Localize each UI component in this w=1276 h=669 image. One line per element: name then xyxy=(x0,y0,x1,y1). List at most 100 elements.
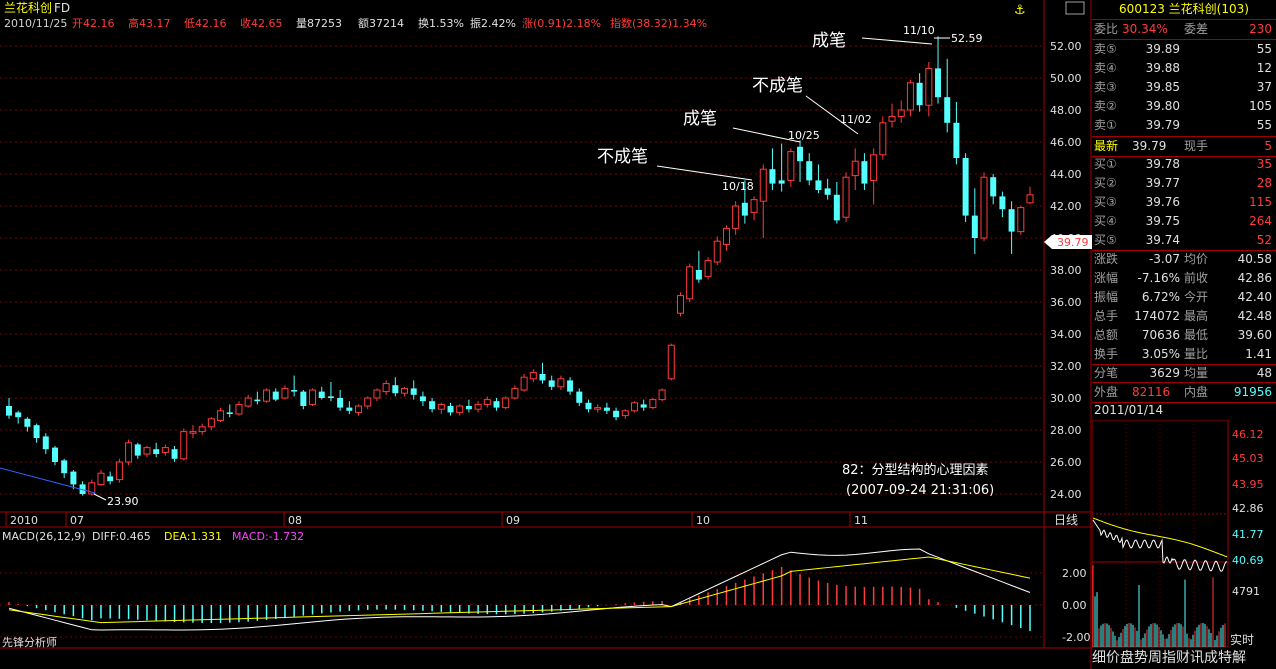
bid-row: 买① 39.78 35 xyxy=(1094,157,1272,171)
candle xyxy=(842,172,850,222)
high-marker: 52.59 xyxy=(951,32,983,45)
stat-row: 振幅 6.72% 今开 42.40 xyxy=(1094,290,1272,304)
window-toggle-icon[interactable] xyxy=(1065,1,1085,15)
candle xyxy=(870,148,878,205)
bid-row: 买③ 39.76 115 xyxy=(1094,195,1272,209)
candle xyxy=(79,481,86,496)
svg-text:开42.16: 开42.16 xyxy=(72,17,115,30)
candle xyxy=(125,439,133,466)
annotation-3: 成笔 xyxy=(683,109,717,129)
quote-panel: 600123 兰花科创(103) 委比 30.34% 委差 230 卖⑤ 39.8… xyxy=(1092,0,1276,669)
ask-row: 卖① 39.79 55 xyxy=(1094,118,1272,132)
candle xyxy=(143,446,151,458)
candle xyxy=(971,188,978,254)
date-label-1018: 10/18 xyxy=(722,180,754,193)
macd-tick: -2.00 xyxy=(1062,631,1090,644)
candle xyxy=(337,390,344,411)
candle xyxy=(630,401,638,413)
svg-text:换1.53%: 换1.53% xyxy=(418,16,464,30)
candle xyxy=(695,250,702,283)
price-tick: 30.00 xyxy=(1050,392,1082,405)
intraday-chart[interactable]: 46.12 45.03 43.95 42.86 41.77 40.69 4791 实时 xyxy=(1092,420,1276,648)
intraday-tick: 40.69 xyxy=(1232,554,1264,567)
ohlc-header: 2010/11/25 开42.16 高43.17 低42.16 收42.65 量… xyxy=(4,16,707,30)
price-grid xyxy=(0,45,1044,495)
candle xyxy=(613,407,620,421)
realtime-label[interactable]: 实时 xyxy=(1230,632,1254,647)
date-label-1025: 10/25 xyxy=(788,129,820,142)
candle xyxy=(732,201,740,235)
candle xyxy=(557,375,565,390)
svg-text:收42.65: 收42.65 xyxy=(240,16,283,30)
candle xyxy=(207,417,215,430)
stat-row: 涨幅 -7.16% 前收 42.86 xyxy=(1094,271,1272,285)
stock-code-title: 600123 兰花科创(103) xyxy=(1119,2,1249,16)
candle xyxy=(603,402,610,414)
svg-text:MACD(26,12,9): MACD(26,12,9) xyxy=(2,530,86,543)
period-label[interactable]: 日线 xyxy=(1054,513,1078,527)
candle xyxy=(346,401,353,414)
annotation-1: 成笔 xyxy=(812,31,846,51)
candle xyxy=(447,402,454,416)
stroke-annotations: 成笔 不成笔 成笔 不成笔 10/18 10/25 11/02 11/10 52… xyxy=(93,24,994,508)
candle xyxy=(355,404,363,416)
ask-row: 卖③ 39.85 37 xyxy=(1094,80,1272,94)
intraday-tick: 45.03 xyxy=(1232,452,1264,465)
bottom-menu[interactable]: 细价盘势周指财讯成特解 xyxy=(1092,648,1276,669)
candle xyxy=(410,380,417,400)
candle xyxy=(235,401,243,416)
svg-text:高43.17: 高43.17 xyxy=(128,16,171,30)
candle xyxy=(888,103,896,128)
candle xyxy=(161,444,169,456)
time-tick: 09 xyxy=(506,514,520,527)
annotation-2: 不成笔 xyxy=(752,76,803,96)
candle xyxy=(567,377,574,395)
candle xyxy=(483,396,491,408)
bottom-menu-items[interactable]: 细价盘势周指财讯成特解 xyxy=(1092,650,1246,666)
candle xyxy=(456,404,464,416)
price-tick: 52.00 xyxy=(1050,40,1082,53)
candle xyxy=(520,374,528,392)
price-tick: 44.00 xyxy=(1050,168,1082,181)
stat-row: 分笔 3629 均量 48 xyxy=(1094,366,1272,380)
kline-chart[interactable]: 52.0050.0048.0046.0044.0042.0040.0038.00… xyxy=(0,0,1092,669)
candle xyxy=(962,153,969,222)
anchor-icon[interactable]: ⚓ xyxy=(1014,3,1026,18)
intraday-axis: 46.12 45.03 43.95 42.86 41.77 40.69 xyxy=(1232,428,1264,567)
candle xyxy=(70,470,77,490)
candle xyxy=(474,401,482,413)
candle xyxy=(511,385,519,400)
candle xyxy=(134,442,141,459)
candle xyxy=(254,391,261,405)
trend-line xyxy=(0,467,96,494)
stock-suffix: FD xyxy=(54,1,70,15)
candle xyxy=(594,404,602,413)
stat-row: 总手 174072 最高 42.48 xyxy=(1094,309,1272,323)
candle xyxy=(999,191,1006,218)
candle xyxy=(658,388,666,402)
price-tick: 26.00 xyxy=(1050,456,1082,469)
candle xyxy=(180,428,188,461)
candle xyxy=(51,446,58,466)
candle xyxy=(935,36,942,104)
candle xyxy=(980,172,988,242)
caption-date: (2007-09-24 21:31:06) xyxy=(846,483,994,498)
stat-row: 总额 70636 最低 39.60 xyxy=(1094,328,1272,342)
svg-text:39.79: 39.79 xyxy=(1057,236,1089,249)
candle xyxy=(291,375,298,397)
intraday-tick: 46.12 xyxy=(1232,428,1264,441)
time-tick: 2010 xyxy=(10,514,38,527)
price-axis: 52.0050.0048.0046.0044.0042.0040.0038.00… xyxy=(1050,40,1082,501)
price-tick: 38.00 xyxy=(1050,264,1082,277)
candle xyxy=(676,292,684,317)
candle xyxy=(493,398,500,411)
caption-title: 82：分型结构的心理因素 xyxy=(842,462,989,478)
candle xyxy=(465,399,472,413)
price-tick: 42.00 xyxy=(1050,200,1082,213)
candle xyxy=(115,458,123,483)
candle xyxy=(769,148,776,190)
price-tick: 28.00 xyxy=(1050,424,1082,437)
candle xyxy=(327,382,334,402)
candle xyxy=(107,471,114,485)
svg-text:额37214: 额37214 xyxy=(358,17,404,30)
